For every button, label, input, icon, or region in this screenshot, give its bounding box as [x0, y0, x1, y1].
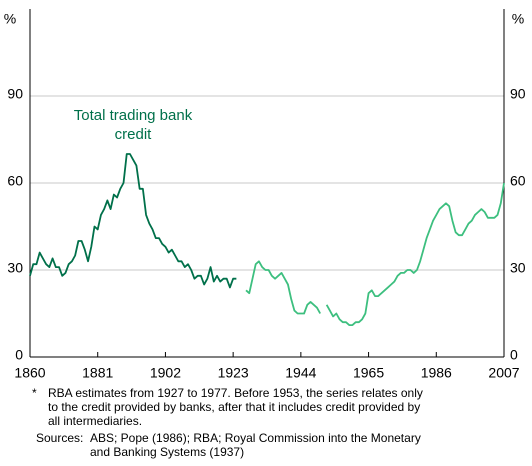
x-tick-label: 1881	[82, 365, 113, 381]
x-tick-label: 1944	[285, 365, 316, 381]
x-tick-label: 2007	[488, 365, 519, 381]
y2-tick-label: 60	[510, 173, 526, 189]
x-tick-label: 1860	[14, 365, 45, 381]
y2-unit: %	[512, 11, 524, 27]
y2-tick-label: 30	[510, 260, 526, 276]
x-tick-label: 1902	[150, 365, 181, 381]
note: to the credit provided by banks, after t…	[48, 400, 420, 414]
annotation: Total trading bank	[74, 107, 193, 124]
y-tick-label: 60	[7, 173, 23, 189]
x-tick-label: 1923	[218, 365, 249, 381]
note: all intermediaries.	[48, 414, 142, 428]
annotation: credit	[115, 126, 153, 143]
note: and Banking Systems (1937)	[90, 445, 244, 459]
x-tick-label: 1965	[353, 365, 384, 381]
y-tick-label: 90	[7, 86, 23, 102]
note-marker: *	[32, 386, 37, 400]
y2-tick-label: 0	[510, 347, 518, 363]
y-tick-label: 0	[15, 347, 23, 363]
line-series	[245, 182, 505, 326]
note: ABS; Pope (1986); RBA; Royal Commission …	[90, 431, 421, 445]
y-unit: %	[4, 11, 16, 27]
note: RBA estimates from 1927 to 1977. Before …	[48, 386, 423, 400]
y2-tick-label: 90	[510, 86, 526, 102]
note-marker: Sources:	[36, 431, 83, 445]
y-tick-label: 30	[7, 260, 23, 276]
x-tick-label: 1986	[421, 365, 452, 381]
line-series	[29, 153, 237, 289]
